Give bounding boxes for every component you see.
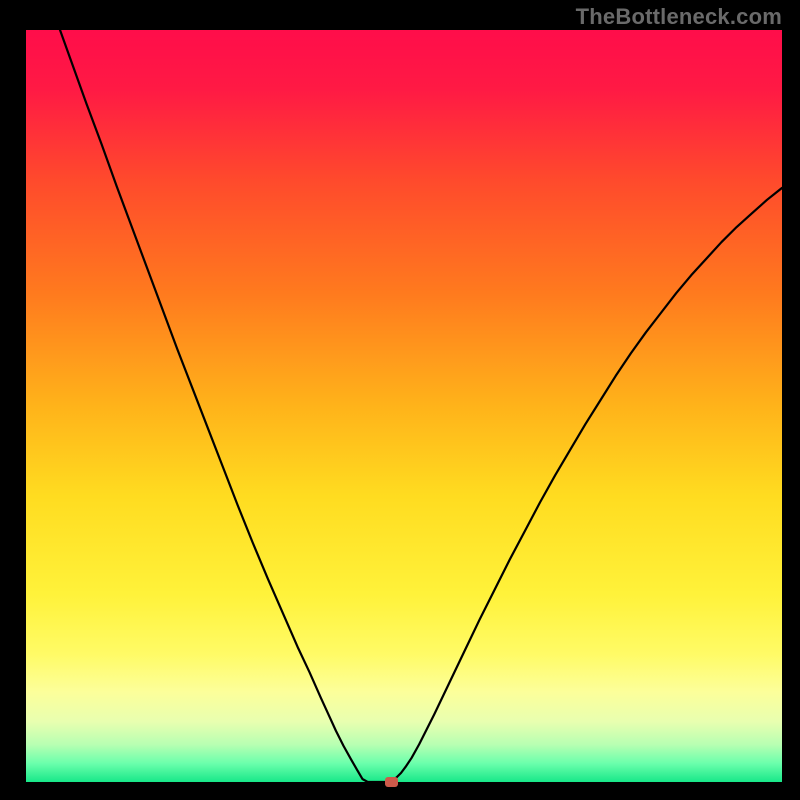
plot-frame	[26, 30, 782, 782]
chart-container: TheBottleneck.com	[0, 0, 800, 800]
plot-gradient-background	[26, 30, 782, 782]
watermark-text: TheBottleneck.com	[576, 4, 782, 30]
optimum-marker	[385, 777, 398, 787]
